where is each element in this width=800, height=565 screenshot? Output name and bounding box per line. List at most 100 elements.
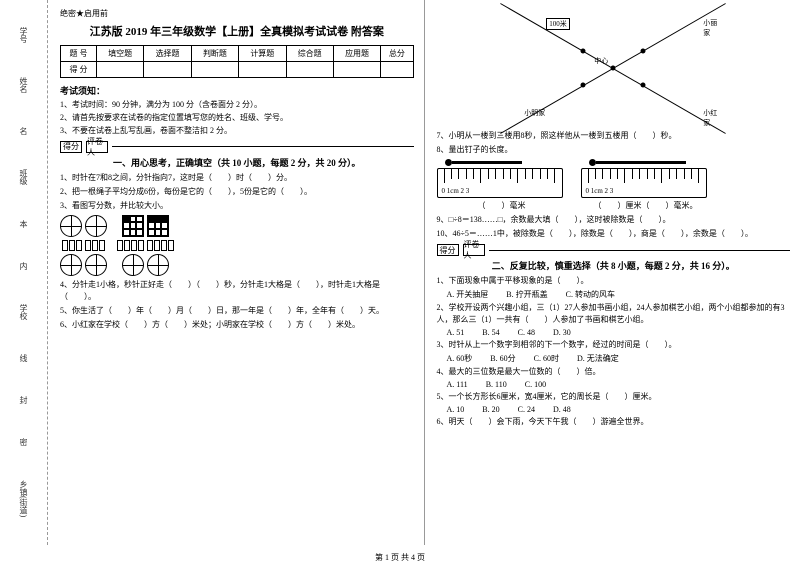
vlabel-4: 本 [18, 220, 29, 228]
fraction-shapes [60, 215, 414, 276]
c4b: B. 110 [486, 380, 507, 389]
c2d: D. 30 [553, 328, 571, 337]
notice-1: 1、考试时间：90 分钟，满分为 100 分（含卷面分 2 分）。 [60, 99, 414, 110]
rect-icon [85, 240, 105, 251]
ruler-figures: 0 1cm 2 3 （ ）毫米 0 1cm 2 3 （ ）厘米（ ）毫米。 [437, 159, 791, 211]
ruler-b-labels: 0 1cm 2 3 [586, 187, 614, 195]
c3c: C. 60时 [534, 353, 559, 364]
vlabel-1: 姓名 [18, 77, 29, 93]
q6: 6、小红家在学校（ ）方（ ）米处；小明家在学校（ ）方（ ）米处。 [60, 319, 414, 331]
c5b: B. 20 [482, 405, 499, 414]
score-table: 题 号 填空题 选择题 判断题 计算题 综合题 应用题 总分 得 分 [60, 45, 414, 78]
right-column: 100米 小丽家 小明家 小红家 中心 7、小明从一楼到三楼用8秒，照这样他从一… [425, 0, 800, 545]
c6: 6、明天（ ）会下雨，今天下午我（ ）游遍全世界。 [437, 416, 791, 428]
ruler-a: 0 1cm 2 3 [437, 168, 563, 198]
rect-icon [62, 240, 82, 251]
left-column: 绝密★启用前 江苏版 2019 年三年级数学【上册】全真模拟考试试卷 附答案 题… [48, 0, 425, 545]
exam-title: 江苏版 2019 年三年级数学【上册】全真模拟考试试卷 附答案 [60, 23, 414, 39]
notice-head: 考试须知： [60, 84, 414, 97]
part2-title: 二、反复比较，慎重选择（共 8 小题，每题 2 分，共 16 分）。 [437, 259, 791, 272]
nail-icon [437, 159, 567, 166]
q2: 2、把一根绳子平均分成6份，每份是它的（ ），5份是它的（ ）。 [60, 186, 414, 198]
pie-icon [60, 254, 82, 276]
pie-icon [85, 254, 107, 276]
c1c: C. 转动的风车 [566, 289, 615, 300]
rect-icon [117, 240, 144, 251]
marker-row: 得分 评卷人 [60, 141, 414, 153]
c1: 1、下面现象中属于平移现象的是（ ）。 [437, 275, 791, 287]
diag-lbl-center: 中心 [594, 56, 608, 66]
notice-2: 2、请首先按要求在试卷的指定位置填写您的姓名、班级、学号。 [60, 112, 414, 123]
ruler-a-labels: 0 1cm 2 3 [442, 187, 470, 195]
score-label: 得 分 [61, 62, 97, 78]
diag-lbl-1: 小丽家 [703, 18, 718, 38]
q4: 4、分针走1小格，秒针正好走（ ）（ ）秒，分针走1大格是（ ），时针走1大格是… [60, 279, 414, 303]
vlabel-2: 名 [18, 127, 29, 135]
q7: 7、小明从一楼到三楼用8秒，照这样他从一楼到五楼用（ ）秒。 [437, 130, 791, 142]
q5: 5、你生活了（ ）年（ ）月（ ）日，那一年是（ ）年，全年有（ ）天。 [60, 305, 414, 317]
c4a: A. 111 [447, 380, 468, 389]
th-5: 综合题 [286, 46, 333, 62]
c1b: B. 拧开瓶盖 [506, 289, 547, 300]
grid-icon [147, 215, 169, 237]
secret-label: 绝密★启用前 [60, 8, 414, 19]
mbox-score-2: 得分 [437, 244, 459, 256]
binding-margin: 学号 姓名 名 班级 本 内 学校 线 封 密 乡镇(街道) [0, 0, 48, 545]
c2a: A. 51 [447, 328, 465, 337]
q3: 3、看图写分数，并比较大小。 [60, 200, 414, 212]
th-6: 应用题 [333, 46, 380, 62]
c5d: D. 48 [553, 405, 571, 414]
c4: 4、最大的三位数是最大一位数的（ ）倍。 [437, 366, 791, 378]
diag-lbl-3: 小红家 [703, 108, 718, 128]
grid-icon [122, 215, 144, 237]
marker-row-2: 得分 评卷人 [437, 244, 791, 256]
c5: 5、一个长方形长6厘米，宽4厘米，它的周长是（ ）厘米。 [437, 391, 791, 403]
c3b: B. 60分 [490, 353, 515, 364]
pie-icon [60, 215, 82, 237]
vlabel-9: 密 [18, 438, 29, 446]
ruler-b: 0 1cm 2 3 [581, 168, 707, 198]
diag-lbl-2: 小明家 [524, 108, 545, 118]
hline-2 [489, 250, 791, 251]
mbox-grader: 评卷人 [86, 141, 108, 153]
notice-list: 1、考试时间：90 分钟，满分为 100 分（含卷面分 2 分）。 2、请首先按… [60, 99, 414, 137]
c3d: D. 无法确定 [577, 353, 619, 364]
c2b: B. 54 [482, 328, 499, 337]
c2c: C. 48 [518, 328, 535, 337]
mbox-grader-2: 评卷人 [463, 244, 485, 256]
th-7: 总分 [381, 46, 413, 62]
nail-icon [581, 159, 711, 166]
vlabel-7: 线 [18, 354, 29, 362]
th-3: 判断题 [191, 46, 238, 62]
pie-icon [85, 215, 107, 237]
pie-icon [147, 254, 169, 276]
vlabel-8: 封 [18, 396, 29, 404]
c3: 3、时针从上一个数字到相邻的下一个数字，经过的时间是（ ）。 [437, 339, 791, 351]
pie-icon [122, 254, 144, 276]
c1a: A. 开关抽屉 [447, 289, 489, 300]
vlabel-6: 学校 [18, 304, 29, 320]
q8: 8、量出钉子的长度。 [437, 144, 791, 156]
diag-lbl-100m: 100米 [546, 18, 570, 30]
th-1: 填空题 [97, 46, 144, 62]
mbox-score: 得分 [60, 141, 82, 153]
c2: 2、学校开设两个兴趣小组，三（1）27人参加书画小组，24人参加棋艺小组，两个小… [437, 302, 791, 326]
c3a: A. 60秒 [447, 353, 473, 364]
c5c: C. 24 [518, 405, 535, 414]
c4c: C. 100 [525, 380, 546, 389]
notice-3: 3、不要在试卷上乱写乱画，卷面不整洁扣 2 分。 [60, 125, 414, 136]
vlabel-0: 学号 [18, 27, 29, 43]
page-footer: 第 1 页 共 4 页 [0, 552, 800, 563]
th-0: 题 号 [61, 46, 97, 62]
ruler-a-caption: （ ）毫米 [437, 200, 567, 211]
ruler-b-caption: （ ）厘米（ ）毫米。 [581, 200, 711, 211]
q9: 9、□÷8＝138……□，余数最大填（ ），这时被除数是（ ）。 [437, 214, 791, 226]
direction-diagram: 100米 小丽家 小明家 小红家 中心 [508, 8, 718, 128]
q10: 10、46÷5＝……1中，被除数是（ ），除数是（ ），商是（ ），余数是（ ）… [437, 228, 791, 240]
th-4: 计算题 [239, 46, 286, 62]
th-2: 选择题 [144, 46, 191, 62]
vlabel-5: 内 [18, 262, 29, 270]
hline [112, 146, 414, 147]
q1: 1、时针在7和8之间，分针指向7，这时是（ ）时（ ）分。 [60, 172, 414, 184]
rect-icon [147, 240, 174, 251]
